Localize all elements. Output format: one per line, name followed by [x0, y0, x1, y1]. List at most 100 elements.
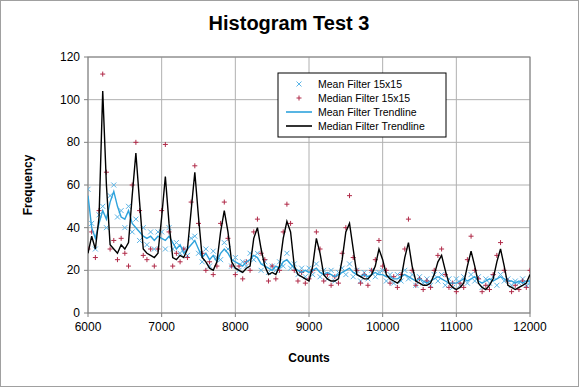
marker-stroke [121, 236, 122, 241]
point [376, 238, 381, 243]
point [163, 142, 168, 147]
tick [84, 227, 88, 228]
marker-stroke [176, 251, 177, 256]
point [351, 274, 356, 279]
point [336, 281, 341, 286]
marker-stroke [180, 259, 181, 264]
tick-label: 0 [73, 306, 80, 320]
point [240, 276, 245, 281]
legend-symbol [297, 82, 302, 87]
marker-stroke [231, 264, 232, 269]
point [314, 229, 319, 234]
point [295, 279, 300, 284]
tick [382, 313, 383, 317]
point [211, 249, 216, 254]
marker-stroke [343, 272, 348, 277]
title: Histogram Test 3 [209, 12, 370, 34]
point [111, 238, 116, 243]
point [528, 268, 531, 273]
marker-stroke [511, 289, 512, 294]
marker-stroke [222, 240, 227, 245]
marker-stroke [331, 283, 332, 288]
marker-stroke [494, 283, 499, 288]
marker-stroke [448, 285, 449, 290]
point [144, 257, 149, 262]
marker-stroke [113, 238, 114, 243]
point [284, 202, 289, 207]
marker-stroke [284, 251, 289, 256]
marker-stroke [413, 283, 418, 288]
marker-stroke [500, 240, 501, 245]
point [439, 247, 444, 252]
marker-stroke [469, 272, 474, 277]
marker-stroke [235, 272, 236, 277]
point [148, 247, 153, 252]
point [454, 276, 459, 281]
tick [530, 313, 531, 317]
tick [84, 99, 88, 100]
tick-label: 120 [60, 50, 80, 64]
point [480, 289, 485, 294]
marker-stroke [314, 261, 319, 266]
point [469, 272, 474, 277]
point [203, 247, 208, 252]
marker-stroke [110, 247, 111, 252]
grid-line [235, 57, 236, 313]
point [406, 217, 411, 222]
marker-stroke [290, 221, 291, 226]
marker-stroke [211, 249, 216, 254]
marker-stroke [242, 276, 243, 281]
marker-stroke [111, 183, 116, 188]
marker-stroke [233, 255, 238, 260]
tick-label: 8000 [222, 320, 249, 334]
point [152, 264, 157, 269]
marker-stroke [471, 234, 472, 239]
marker-stroke [494, 283, 499, 288]
series [88, 191, 530, 283]
point [100, 204, 105, 209]
marker-stroke [163, 247, 168, 252]
marker-stroke [233, 255, 238, 260]
marks [88, 72, 530, 295]
marker-stroke [124, 251, 125, 256]
point [100, 72, 105, 77]
marker-stroke [144, 242, 149, 247]
marker-stroke [146, 257, 147, 262]
tick [84, 185, 88, 186]
marker-stroke [360, 281, 361, 286]
legend-box [278, 73, 446, 137]
background [1, 1, 579, 387]
grid-line [161, 57, 162, 313]
tick [84, 313, 88, 314]
point [174, 240, 179, 245]
marker-stroke [88, 187, 91, 192]
point [104, 225, 109, 230]
marker-stroke [316, 229, 317, 234]
marker-stroke [397, 285, 398, 290]
point [284, 251, 289, 256]
point [185, 255, 190, 260]
marker-stroke [467, 257, 468, 262]
marker-stroke [275, 276, 276, 281]
legend-label: Mean Filter 15x15 [318, 78, 402, 90]
point [122, 225, 127, 230]
line [88, 191, 530, 283]
marker-stroke [415, 283, 416, 288]
point [233, 272, 238, 277]
marker-stroke [297, 279, 298, 284]
point [365, 283, 370, 288]
marker-stroke [469, 272, 474, 277]
marker-stroke [224, 200, 225, 205]
marker-stroke [378, 238, 379, 243]
point [329, 283, 334, 288]
marker-stroke [437, 253, 438, 258]
tick-label: 80 [67, 135, 81, 149]
marker-stroke [205, 268, 206, 273]
marker-stroke [222, 240, 227, 245]
point [266, 279, 271, 284]
marker-stroke [192, 234, 197, 239]
point [115, 215, 120, 220]
point [144, 242, 149, 247]
point [119, 236, 124, 241]
point [178, 259, 183, 264]
